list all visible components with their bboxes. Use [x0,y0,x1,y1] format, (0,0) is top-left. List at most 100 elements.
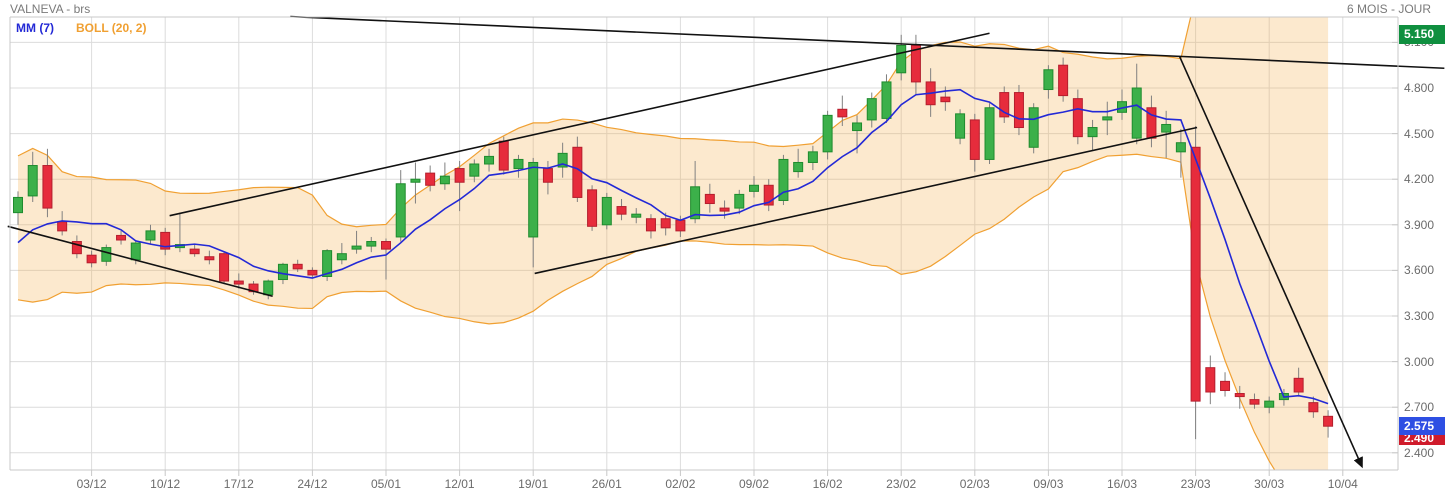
y-tick-label: 3.900 [1404,217,1435,232]
x-tick-label: 02/02 [665,477,696,491]
mm-line [17,88,1329,405]
candle-down [542,168,553,183]
chart-timeframe-label: 6 MOIS - JOUR [1346,2,1431,16]
x-tick-label: 02/03 [959,477,990,491]
candle-up [1175,142,1186,153]
candle-down [233,280,244,285]
trend-lines [7,15,1445,469]
candle-up [749,184,759,192]
candle-up [528,161,539,238]
trend-line-crash-downtrend [1178,55,1363,469]
candle-up [277,263,288,281]
x-tick-label: 05/01 [370,477,402,491]
candle-up [130,242,141,261]
candle-up [955,113,966,139]
candle-down [57,221,68,232]
y-tick-label: 3.600 [1404,263,1435,278]
trend-line-rising-wedge [169,32,990,217]
y-tick-label: 4.500 [1404,126,1435,141]
candle-up [27,165,38,197]
legend-mm7: MM (7) [16,21,54,35]
x-tick-label: 16/02 [812,477,843,491]
period-high-badge: 5.150 [1399,25,1445,45]
trend-line-upper-resistance [290,15,1445,70]
candle-down [116,234,127,241]
candle-down [71,241,82,255]
candle-down [498,140,509,171]
candle-down [1190,146,1201,402]
candle-down [1072,98,1083,138]
candle-up [822,114,833,153]
candle-up [1161,123,1172,133]
last-price-badge: 2.575 [1399,417,1445,436]
candle-up [881,81,892,119]
x-tick-label: 09/03 [1033,477,1064,491]
candle-up [601,196,612,226]
candle-up [439,175,450,185]
candle-up [1131,87,1142,139]
candle-down [1234,393,1245,398]
candle-up [852,122,863,132]
x-tick-label: 12/01 [444,477,475,491]
candle-down [969,119,980,160]
candle-up [1264,400,1275,408]
candle-down [1308,402,1319,413]
candle-up [395,183,406,238]
candle-up [366,241,377,247]
candle-down [1249,399,1260,405]
trend-line-december-downtrend [7,225,273,298]
candle-down [704,193,715,205]
x-tick-label: 09/02 [738,477,770,491]
candle-up [484,155,495,165]
candle-down [1323,415,1334,427]
candle-up [101,247,112,262]
candle-up [866,98,877,121]
candle-down [719,207,730,212]
y-tick-label: 2.700 [1404,400,1435,415]
x-tick-label: 10/04 [1327,477,1358,491]
candle-up [734,193,745,209]
candle-up [145,230,156,241]
candle-down [587,189,598,227]
candle-down [204,256,215,261]
x-tick-label: 19/01 [518,477,549,491]
x-tick-label: 23/02 [886,477,917,491]
candle-down [292,263,303,270]
x-tick-label: 17/12 [223,477,254,491]
candle-up [336,253,347,261]
candle-down [189,248,200,255]
trend-line-support-line [534,126,1198,275]
candle-down [837,108,848,118]
candle-up [807,151,818,163]
y-tick-label: 4.800 [1404,81,1435,95]
candle-down [1058,64,1069,97]
candle-down [660,218,671,229]
x-tick-label: 26/01 [591,477,622,491]
candle-down [1220,380,1231,391]
legend-bollinger: BOLL (20, 2) [76,21,147,35]
x-tick-label: 10/12 [150,477,181,491]
candle-up [557,152,568,168]
candle-down [454,168,465,183]
candle-down [572,146,583,198]
chart-title: VALNEVA - brs [10,2,91,16]
candle-down [999,92,1010,118]
candle-up [1102,116,1113,121]
plot-border [9,16,1399,476]
y-tick-label: 2.400 [1404,445,1435,460]
x-tick-label: 30/03 [1254,477,1285,491]
candle-up [896,44,907,74]
candle-down [160,231,171,250]
candle-down [616,206,627,215]
candle-down [1293,377,1304,393]
x-tick-label: 16/03 [1106,477,1138,491]
candle-up [410,178,421,183]
y-tick-label: 3.000 [1404,354,1435,369]
grid [10,17,1398,470]
candle-up [793,161,804,173]
candle-up [778,158,789,201]
candle-up [1043,69,1054,91]
candle-up [1087,127,1098,138]
x-tick-label: 24/12 [297,477,328,491]
